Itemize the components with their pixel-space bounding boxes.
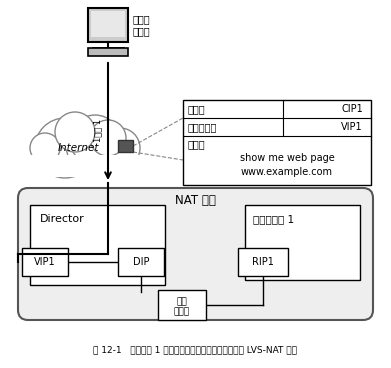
FancyBboxPatch shape [18,188,373,320]
Text: DIP: DIP [133,257,149,267]
Circle shape [100,128,140,168]
Text: 客户端
计算机: 客户端 计算机 [133,14,151,36]
Text: www.example.com: www.example.com [241,167,333,177]
Text: 1回包 1: 1回包 1 [93,118,102,142]
Text: 目的地地址: 目的地地址 [188,122,217,132]
Circle shape [70,115,120,165]
Text: NAT 集群: NAT 集群 [174,194,215,206]
Text: RIP1: RIP1 [252,257,274,267]
Text: 真实服务器 1: 真实服务器 1 [253,214,294,224]
Text: VIP1: VIP1 [34,257,56,267]
Bar [22,248,68,276]
Circle shape [30,133,60,163]
Bar [25,155,140,177]
Bar [183,100,371,185]
Bar [88,8,128,42]
Text: VIP1: VIP1 [341,122,363,132]
Bar [30,205,165,285]
Bar [238,248,288,276]
Bar [91,11,125,37]
Text: CIP1: CIP1 [341,104,363,114]
Text: 集线器: 集线器 [174,308,190,316]
Bar [245,205,360,280]
Text: 内容：: 内容： [188,139,206,149]
Text: 图 12-1   在数据包 1 中，客户端计算机发送一个请求给 LVS-NAT 集群: 图 12-1 在数据包 1 中，客户端计算机发送一个请求给 LVS-NAT 集群 [93,346,297,354]
Bar [118,140,133,152]
Bar [118,248,164,276]
Text: Director: Director [40,214,85,224]
Text: Internet: Internet [57,143,99,153]
Circle shape [55,112,95,152]
Bar [158,290,206,320]
Text: 源地址: 源地址 [188,104,206,114]
Circle shape [90,120,126,156]
Bar [88,48,128,56]
Text: show me web page: show me web page [240,153,334,163]
Circle shape [32,140,68,176]
Circle shape [35,118,95,178]
Text: 迎你: 迎你 [177,297,187,307]
